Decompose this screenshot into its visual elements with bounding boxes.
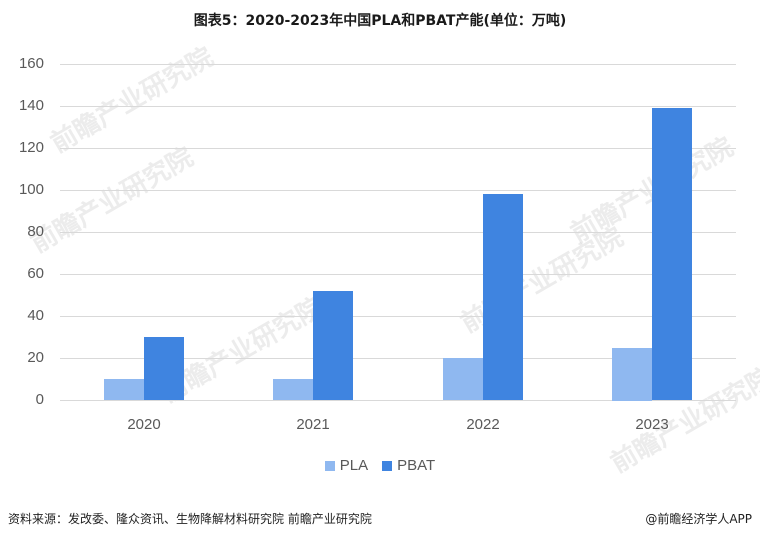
x-tick-label: 2021 [296,416,330,433]
chart-title: 图表5：2020-2023年中国PLA和PBAT产能(单位：万吨) [193,13,567,29]
bar-pla-2023 [612,348,652,401]
watermark: 前瞻产业研究院 [25,142,199,260]
gridline [60,190,736,191]
bar-pbat-2022 [483,194,523,400]
watermark: 前瞻产业研究院 [455,222,629,340]
gridline [60,358,736,359]
y-tick-label: 100 [18,181,44,198]
y-tick-label: 60 [27,265,44,282]
y-tick-label: 140 [18,97,44,114]
y-tick-label: 0 [35,391,44,408]
legend: PLA PBAT [0,457,760,474]
brand-credit: @前瞻经济学人APP [645,512,752,526]
source-note: 资料来源：发改委、隆众资讯、生物降解材料研究院 前瞻产业研究院 [8,512,372,526]
x-tick-label: 2022 [466,416,500,433]
watermark: 前瞻产业研究院 [45,42,219,160]
gridline [60,64,736,65]
gridline [60,232,736,233]
legend-label: PBAT [397,457,436,474]
gridline [60,106,736,107]
x-tick-label: 2023 [635,416,669,433]
gridline [60,274,736,275]
gridline [60,316,736,317]
bar-pbat-2023 [652,108,692,400]
y-tick-label: 80 [27,223,44,240]
gridline [60,400,736,401]
x-tick-label: 2020 [127,416,161,433]
y-tick-label: 40 [27,307,44,324]
y-tick-label: 120 [18,139,44,156]
y-tick-label: 160 [18,55,44,72]
gridline [60,148,736,149]
legend-label: PLA [339,457,369,474]
legend-swatch-icon [324,460,335,471]
y-tick-label: 20 [27,349,44,366]
bar-pbat-2021 [313,291,353,400]
legend-item-pla: PLA [324,457,369,474]
legend-item-pbat: PBAT [382,457,435,474]
bar-pla-2022 [443,358,483,400]
bar-pla-2021 [273,379,313,400]
bar-pbat-2020 [144,337,184,400]
legend-swatch-icon [382,460,393,471]
bar-pla-2020 [104,379,144,400]
